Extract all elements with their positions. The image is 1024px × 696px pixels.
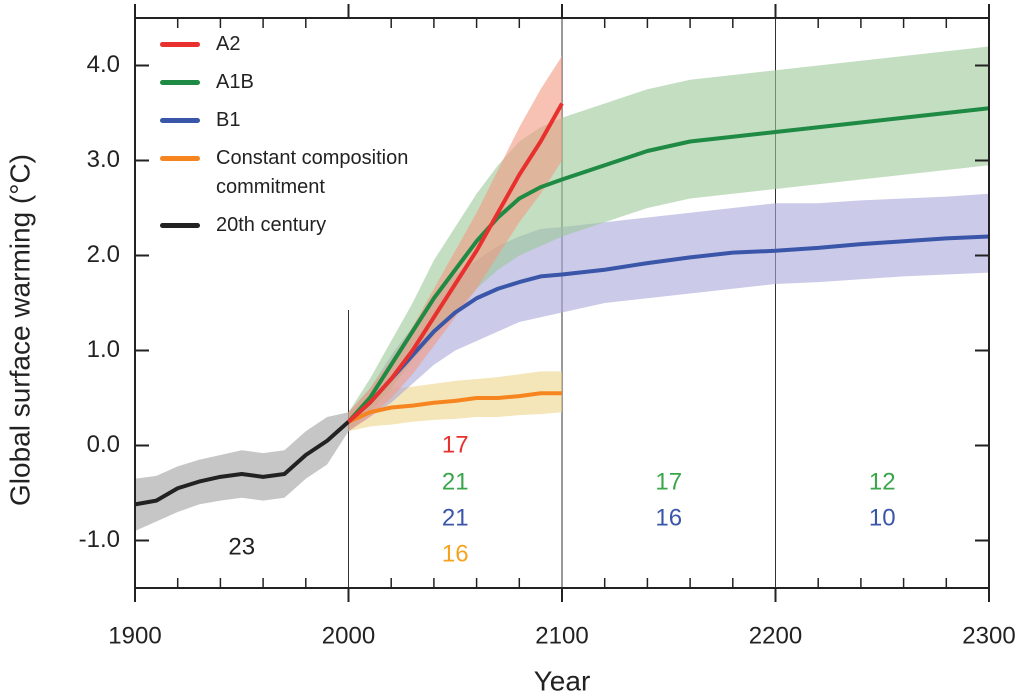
uncertainty-band bbox=[348, 46, 989, 432]
model-count: 17 bbox=[655, 468, 682, 495]
series-line bbox=[347, 391, 562, 424]
model-count: 21 bbox=[442, 504, 469, 531]
series-line bbox=[347, 234, 990, 424]
model-count: 16 bbox=[442, 540, 469, 567]
legend-swatch bbox=[160, 223, 200, 228]
series-line bbox=[134, 420, 350, 507]
legend-label: B1 bbox=[216, 109, 241, 131]
model-count: 16 bbox=[655, 504, 682, 531]
x-axis-title: Year bbox=[534, 665, 591, 696]
model-count: 12 bbox=[869, 468, 896, 495]
x-tick-label: 1900 bbox=[108, 622, 161, 649]
y-tick-label: 4.0 bbox=[87, 51, 120, 78]
legend-entry: B1 bbox=[160, 106, 486, 135]
x-tick-label: 2100 bbox=[535, 622, 588, 649]
y-tick-label: 1.0 bbox=[87, 336, 120, 363]
legend-entry: Constant composition commitment bbox=[160, 144, 486, 202]
legend-entry: 20th century bbox=[160, 211, 486, 240]
legend-label: Constant composition commitment bbox=[216, 147, 409, 198]
model-count: 21 bbox=[442, 468, 469, 495]
legend-entry: A2 bbox=[160, 30, 486, 59]
legend-label: A1B bbox=[216, 71, 254, 93]
x-tick-label: 2000 bbox=[322, 622, 375, 649]
legend-label: A2 bbox=[216, 33, 241, 55]
y-tick-label: 3.0 bbox=[87, 146, 120, 173]
y-tick-label: -1.0 bbox=[79, 526, 120, 553]
model-count: 10 bbox=[869, 504, 896, 531]
series-line bbox=[347, 102, 564, 424]
x-tick-label: 2300 bbox=[962, 622, 1015, 649]
legend-swatch bbox=[160, 80, 200, 85]
y-axis-title: Global surface warming (°C) bbox=[4, 154, 35, 506]
model-count: 23 bbox=[228, 533, 255, 560]
y-tick-label: 2.0 bbox=[87, 241, 120, 268]
legend-swatch bbox=[160, 156, 200, 161]
model-count: 17 bbox=[442, 431, 469, 458]
series-line bbox=[347, 106, 990, 424]
legend-label: 20th century bbox=[216, 214, 327, 236]
legend-swatch bbox=[160, 118, 200, 123]
uncertainty-band bbox=[348, 56, 562, 432]
x-tick-label: 2200 bbox=[749, 622, 802, 649]
uncertainty-band bbox=[135, 412, 349, 531]
legend-swatch bbox=[160, 42, 200, 47]
y-tick-label: 0.0 bbox=[87, 431, 120, 458]
legend: A2 A1B B1 Constant composition commitment 20… bbox=[160, 30, 486, 249]
legend-entry: A1B bbox=[160, 68, 486, 97]
